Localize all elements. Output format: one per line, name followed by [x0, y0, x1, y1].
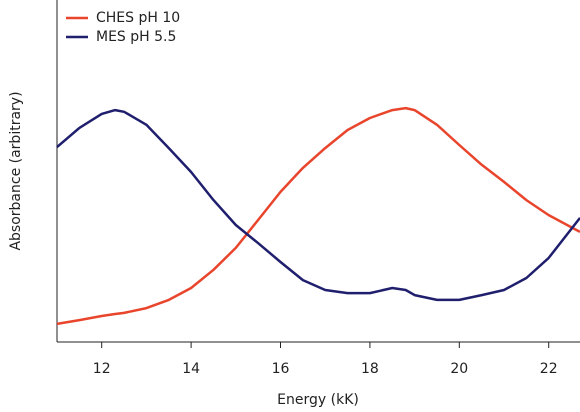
- x-tick-label: 12: [93, 361, 111, 377]
- x-tick-label: 22: [540, 361, 558, 377]
- series-line: [56, 108, 580, 302]
- series-line: [56, 106, 580, 326]
- x-tick-label: 20: [450, 361, 468, 377]
- x-tick-label: 16: [272, 361, 290, 377]
- x-axis-label: Energy (kK): [277, 392, 359, 408]
- legend-label: CHES pH 10: [96, 10, 180, 26]
- y-axis-label: Absorbance (arbitrary): [8, 91, 24, 250]
- x-tick-label: 18: [361, 361, 379, 377]
- x-tick-label: 14: [182, 361, 200, 377]
- legend-label: MES pH 5.5: [96, 29, 176, 45]
